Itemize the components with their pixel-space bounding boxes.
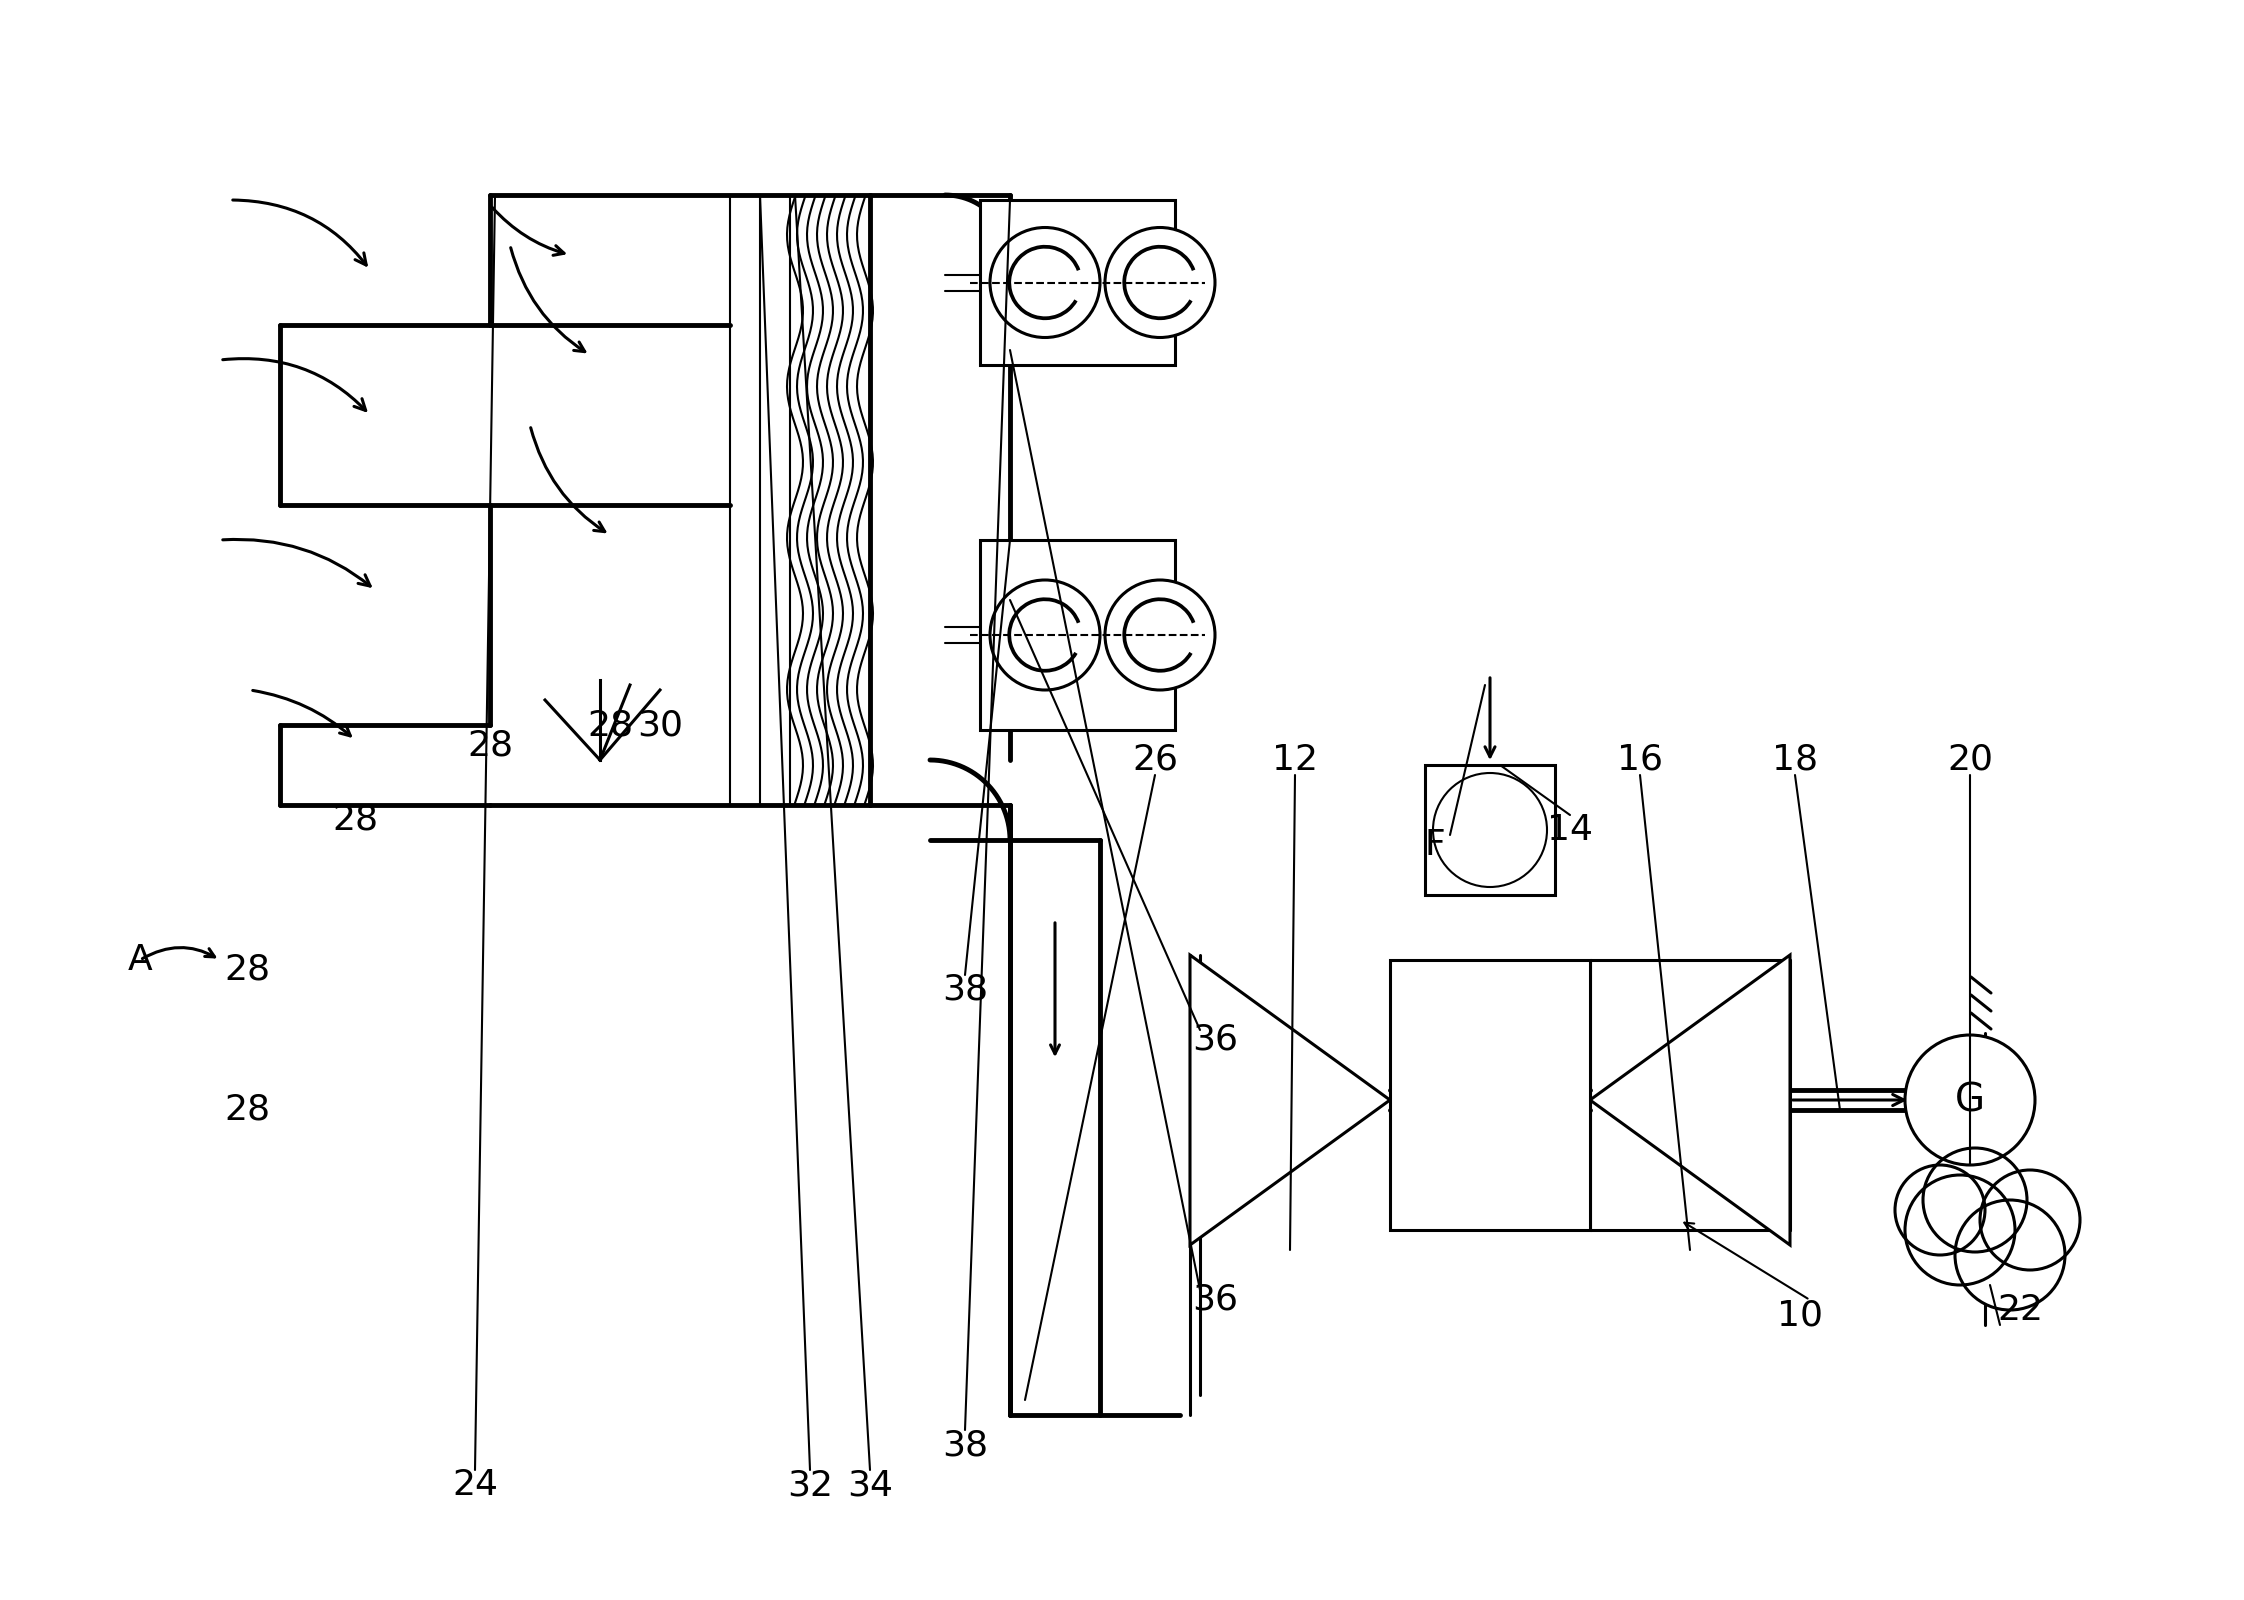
Text: F: F [1425,829,1445,862]
Text: 10: 10 [1777,1298,1822,1331]
Text: 28: 28 [224,1093,269,1126]
Text: A: A [128,942,153,978]
Text: 26: 26 [1131,742,1178,778]
Polygon shape [1425,765,1555,894]
Circle shape [1905,1035,2035,1165]
Polygon shape [1591,955,1791,1245]
Circle shape [1905,1174,2015,1285]
Circle shape [1894,1165,1986,1254]
Text: 24: 24 [451,1469,498,1502]
Text: 38: 38 [942,973,987,1006]
Polygon shape [981,200,1176,365]
Circle shape [1104,579,1214,690]
Circle shape [1979,1170,2080,1270]
Text: 14: 14 [1546,813,1593,846]
Circle shape [1104,227,1214,338]
Circle shape [990,579,1100,690]
Circle shape [1923,1149,2026,1251]
Text: 32: 32 [788,1469,833,1502]
Text: 28: 28 [332,803,377,837]
Text: 16: 16 [1618,742,1663,778]
Text: G: G [1955,1082,1986,1118]
Text: 22: 22 [1997,1293,2042,1326]
Text: 28: 28 [588,707,633,742]
Text: 12: 12 [1272,742,1317,778]
Text: 38: 38 [942,1427,987,1462]
Text: 30: 30 [637,707,682,742]
Text: 36: 36 [1192,1283,1239,1317]
Polygon shape [981,541,1176,730]
Text: 28: 28 [224,954,269,987]
Circle shape [990,227,1100,338]
Text: 28: 28 [467,728,514,762]
Text: 34: 34 [846,1469,893,1502]
Polygon shape [1389,960,1591,1230]
Polygon shape [1189,955,1389,1245]
Circle shape [1955,1200,2064,1310]
Text: 18: 18 [1773,742,1818,778]
Text: 36: 36 [1192,1022,1239,1058]
Text: 20: 20 [1948,742,1993,778]
